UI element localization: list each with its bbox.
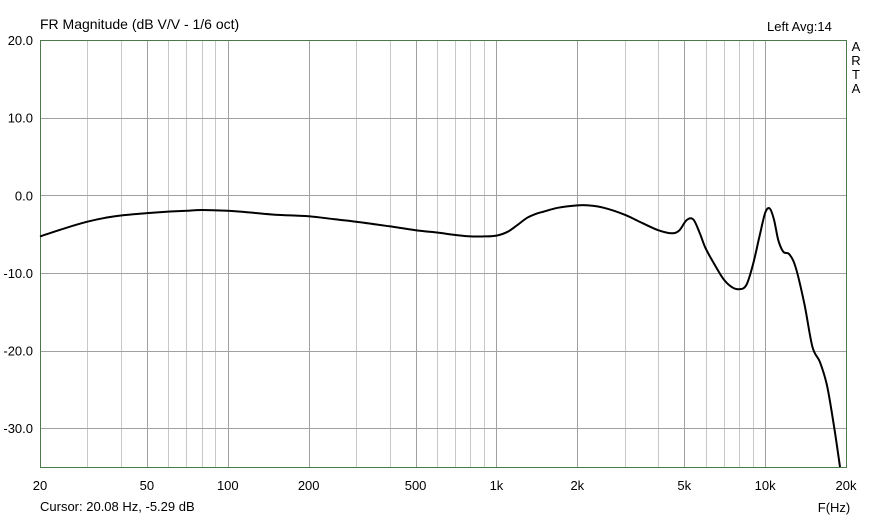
x-tick-label: 5k [677, 478, 691, 493]
y-tick-label: 0.0 [15, 188, 33, 203]
x-tick-labels: 20 50 100 200 500 1k 2k 5k 10k 20k [33, 478, 857, 493]
watermark-letter: A [851, 81, 861, 96]
series-line [39, 204, 841, 468]
y-tick-label: 20.0 [8, 33, 33, 48]
x-axis-label: F(Hz) [818, 500, 851, 515]
x-tick-label: 10k [755, 478, 776, 493]
watermark-letter: A [851, 39, 861, 54]
x-tick-label: 20k [836, 478, 857, 493]
grid-lines [40, 40, 846, 467]
y-tick-label: -30.0 [3, 421, 33, 436]
x-tick-label: 1k [490, 478, 504, 493]
chart-title: FR Magnitude (dB V/V - 1/6 oct) [40, 16, 240, 32]
y-tick-label: -20.0 [3, 344, 33, 359]
channel-status: Left Avg:14 [767, 19, 832, 34]
x-tick-label: 2k [570, 478, 584, 493]
cursor-readout: Cursor: 20.08 Hz, -5.29 dB [40, 499, 195, 514]
watermark-letter: R [851, 53, 861, 68]
x-tick-label: 500 [405, 478, 427, 493]
x-tick-label: 50 [140, 478, 154, 493]
y-tick-label: 10.0 [8, 111, 33, 126]
y-tick-labels: 20.0 10.0 0.0 -10.0 -20.0 -30.0 [3, 33, 33, 436]
x-tick-label: 200 [298, 478, 320, 493]
plot-frame [40, 40, 847, 468]
x-tick-label: 100 [217, 478, 239, 493]
x-tick-label: 20 [33, 478, 47, 493]
y-tick-label: -10.0 [3, 266, 33, 281]
arta-watermark: A R T A [851, 40, 861, 96]
watermark-letter: T [852, 67, 860, 82]
